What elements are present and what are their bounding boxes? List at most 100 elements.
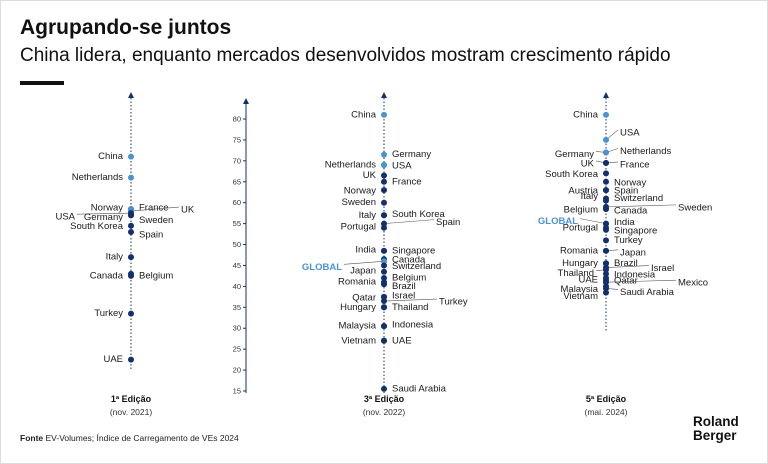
series-2-dot-global [381, 258, 387, 265]
series-1-label-sweden: Sweden [139, 215, 173, 226]
axis-tick-label-40: 40 [233, 282, 241, 291]
brand-logo: Roland Berger [693, 415, 739, 443]
series-1-label-uae: UAE [103, 354, 123, 365]
series-1-leader-uk [130, 206, 180, 212]
series-1-label-netherlands: Netherlands [72, 172, 123, 183]
series-2-label-india: India [355, 244, 376, 255]
series-2-dot-singapore [381, 247, 387, 254]
series-3-label-netherlands: Netherlands [620, 146, 671, 157]
axis-tick-label-15: 15 [233, 387, 241, 396]
series-2-label-singapore: Singapore [392, 245, 435, 256]
series-3-leader-global [579, 218, 607, 224]
series-3-leader-sweden [605, 204, 677, 208]
series-3-leader-israel [605, 265, 650, 268]
series-2-label-italy: Italy [359, 210, 377, 221]
series-1-label-norway: Norway [91, 202, 123, 213]
series-3-label-hungary: Hungary [562, 258, 598, 269]
series-2-dot-switzerland [381, 262, 387, 269]
series-2-edition-name: 3ª Edição [364, 394, 405, 404]
axis-tick-label-45: 45 [233, 261, 241, 270]
series-1-label-italy: Italy [106, 252, 124, 263]
series-3-label-qatar: Qatar [614, 276, 638, 287]
series-2-label-south-korea: South Korea [392, 209, 446, 220]
series-2-label-switzerland: Switzerland [392, 261, 441, 272]
series-1-label-usa: USA [55, 212, 75, 223]
series-3-label-france: France [620, 159, 650, 170]
series-2-leader-spain [383, 219, 435, 224]
series-2-dot-usa [381, 162, 387, 169]
series-2-label-turkey: Turkey [439, 297, 468, 308]
series-1-label-france: France [139, 202, 169, 213]
series-2-label-canada: Canada [392, 255, 426, 266]
series-3-dot-switzerland [603, 197, 609, 204]
series-1-label-belgium: Belgium [139, 270, 173, 281]
series-1-label-canada: Canada [90, 270, 124, 281]
series-3-label-portugal: Portugal [563, 222, 598, 233]
series-2-label-indonesia: Indonesia [392, 320, 434, 331]
series-3-label-italy: Italy [581, 191, 599, 202]
axis-tick-label-50: 50 [233, 240, 241, 249]
series-2-label-malaysia: Malaysia [339, 321, 377, 332]
series-3-dot-spain [603, 187, 609, 194]
series-3-dot-india [603, 220, 609, 227]
series-1-dot-spain [128, 228, 134, 235]
axis-tick-label-35: 35 [233, 303, 241, 312]
series-2-dot-indonesia [381, 323, 387, 330]
series-3-label-germany: Germany [555, 149, 594, 160]
series-3-label-vietnam: Vietnam [563, 291, 598, 302]
series-2-label-global: GLOBAL [302, 262, 342, 273]
series-3-dot-vietnam [603, 289, 609, 296]
series-2-leader-turkey [383, 298, 438, 302]
series-2-dot-uk [381, 172, 387, 179]
series-3-label-south-korea: South Korea [545, 169, 599, 180]
series-2-label-usa: USA [392, 161, 412, 172]
series-3-axis-arrow [603, 92, 609, 98]
series-2-label-japan: Japan [350, 265, 376, 276]
series-2-label-germany: Germany [392, 149, 431, 160]
series-1-dot-sweden [128, 212, 134, 219]
series-1-label-spain: Spain [139, 230, 163, 241]
series-3-leader-mexico [605, 279, 677, 283]
series-3-label-austria: Austria [568, 186, 598, 197]
series-2-dot-south-korea [381, 212, 387, 219]
series-2-label-hungary: Hungary [340, 302, 376, 313]
series-3-label-india: India [614, 217, 635, 228]
series-2-dot-france [381, 178, 387, 185]
series-2-dot-japan [381, 268, 387, 275]
series-1-label-south-korea: South Korea [70, 221, 124, 232]
logo-line-1: Roland [693, 414, 739, 429]
series-2-label-qatar: Qatar [352, 292, 376, 303]
series-3-label-uk: UK [581, 158, 595, 169]
series-2-dot-spain [381, 220, 387, 227]
series-2-dot-brazil [381, 281, 387, 288]
series-3-label-singapore: Singapore [614, 225, 657, 236]
series-3-dot-norway [603, 178, 609, 185]
series-2-dot-israel [381, 293, 387, 300]
series-3-edition-period: (mai. 2024) [585, 407, 628, 417]
series-2-dot-portugal [381, 224, 387, 231]
series-2-label-vietnam: Vietnam [341, 335, 376, 346]
series-2-label-uae: UAE [392, 335, 412, 346]
series-2-axis-arrow [381, 92, 387, 98]
axis-tick-label-75: 75 [233, 135, 241, 144]
series-2-dot-china [381, 111, 387, 118]
series-2-label-spain: Spain [436, 217, 460, 228]
page-title: Agrupando-se juntos [20, 16, 232, 39]
series-2-label-thailand: Thailand [392, 302, 428, 313]
series-2-dot-norway [381, 187, 387, 194]
source-label: Fonte [20, 433, 44, 443]
series-2-label-belgium: Belgium [392, 273, 426, 284]
series-3-label-indonesia: Indonesia [614, 269, 656, 280]
series-3-dot-indonesia [603, 270, 609, 277]
series-3-dot-singapore [603, 226, 609, 233]
series-3-dot-saudi-arabia [603, 285, 609, 292]
series-2-dot-germany [381, 151, 387, 158]
series-2-label-france: France [392, 176, 422, 187]
series-1-dot-netherlands [128, 174, 134, 181]
series-2-dot-thailand [381, 304, 387, 311]
series-1-dot-china [128, 153, 134, 160]
source-text: EV-Volumes; Índice de Carregamento de VE… [43, 433, 239, 443]
series-3-label-spain: Spain [614, 186, 638, 197]
logo-line-2: Berger [693, 428, 737, 443]
